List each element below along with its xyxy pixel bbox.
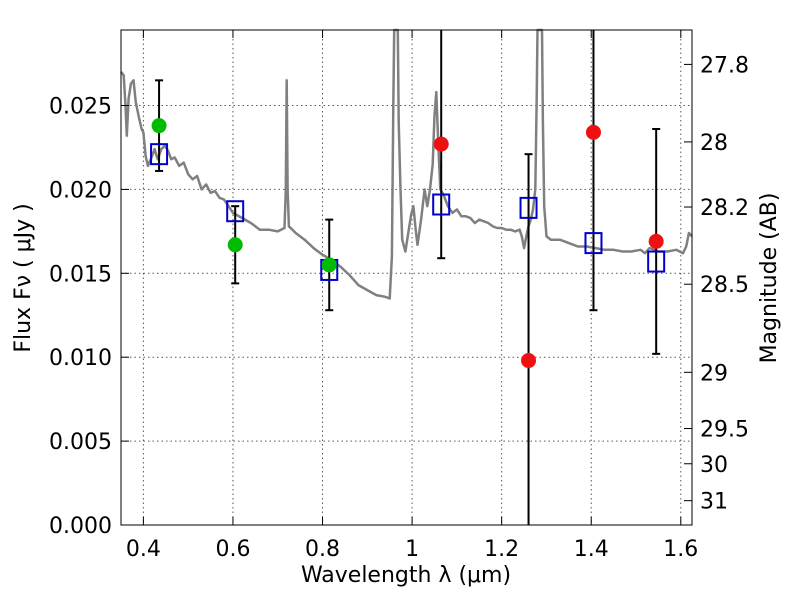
x-tick-label: 1 [405, 537, 419, 562]
x-tick-label: 1.4 [574, 537, 609, 562]
circle-marker [321, 257, 337, 273]
spectrum-line [120, 28, 693, 300]
y-tick-label: 0.010 [49, 346, 112, 371]
circle-marker [521, 353, 537, 369]
right-tick-label: 28 [700, 131, 728, 156]
right-tick-label: 31 [700, 490, 728, 515]
x-tick-label: 1.6 [663, 537, 698, 562]
plot-frame [120, 29, 693, 526]
square-marker [432, 193, 451, 216]
right-tick-label: 30 [700, 453, 728, 478]
y-tick-label: 0.020 [49, 178, 112, 203]
y-tick-label: 0.005 [49, 430, 112, 455]
right-tick-label: 28.2 [700, 196, 749, 221]
x-tick-label: 0.4 [126, 537, 161, 562]
circle-marker [585, 124, 601, 140]
y-tick-label: 0.000 [49, 514, 112, 539]
circle-marker [151, 118, 167, 134]
square-marker [226, 200, 245, 223]
open-square-markers [150, 143, 666, 281]
y-tick-label: 0.015 [49, 262, 112, 287]
square-marker [150, 143, 169, 166]
ticks: 0.4 0.6 0.8 1 1.2 1.4 1.6 0.000 0.005 0.010 0.015 0… [49, 30, 749, 562]
x-tick-label: 0.8 [305, 537, 340, 562]
grid-lines [121, 30, 692, 526]
circle-marker [227, 237, 243, 253]
error-bars [155, 30, 661, 525]
y-axis-label: Flux Fν ( μJy ) [11, 203, 36, 352]
x-tick-label: 0.6 [215, 537, 250, 562]
square-marker [519, 196, 538, 219]
right-tick-label: 28.5 [700, 273, 749, 298]
filled-circle-markers [151, 118, 664, 369]
right-tick-label: 27.8 [700, 53, 749, 78]
model-spectrum [120, 28, 693, 300]
right-tick-label: 29 [700, 361, 728, 386]
y-tick-label: 0.025 [49, 95, 112, 120]
axes [120, 29, 693, 526]
right-tick-label: 29.5 [700, 418, 749, 443]
square-marker [647, 250, 666, 273]
square-marker [584, 232, 603, 255]
circle-marker [648, 233, 664, 249]
circle-marker [433, 136, 449, 152]
right-y-axis-label: Magnitude (AB) [757, 193, 782, 364]
x-tick-label: 1.2 [484, 537, 519, 562]
x-axis-label: Wavelength λ (μm) [301, 563, 511, 588]
